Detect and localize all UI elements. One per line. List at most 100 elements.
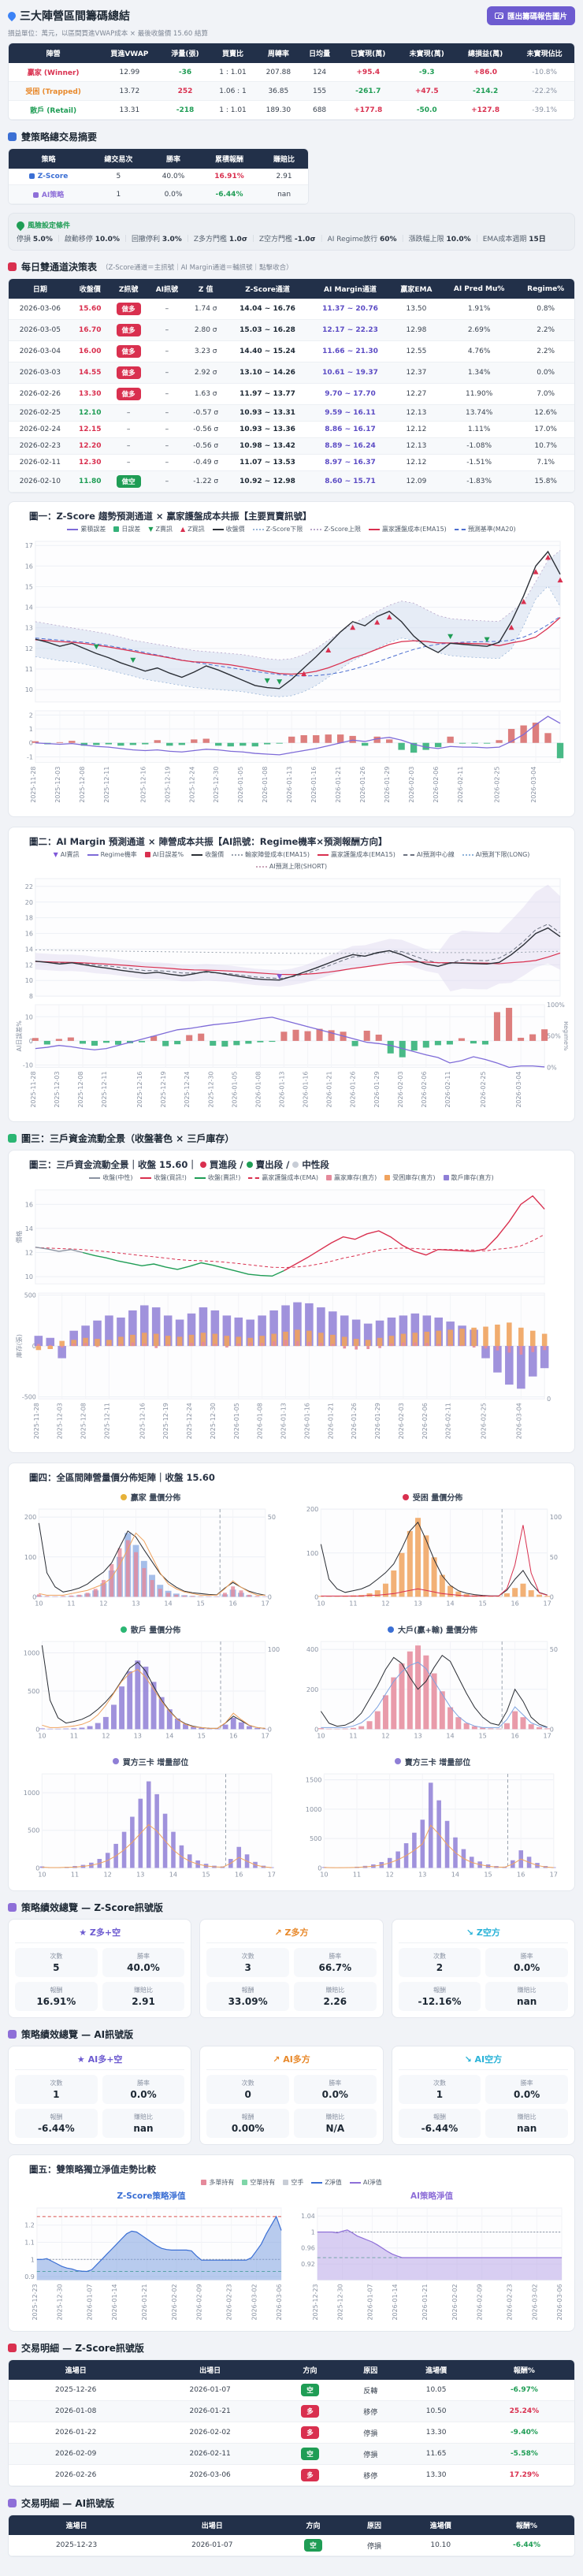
table-cell: 12.30 (71, 454, 109, 471)
table-cell: 189.30 (256, 100, 301, 120)
svg-text:200: 200 (24, 1514, 36, 1522)
svg-text:13: 13 (134, 1732, 142, 1740)
svg-text:2026-01-26: 2026-01-26 (351, 1403, 358, 1439)
table-cell: 2026-01-07 (143, 2380, 277, 2402)
perf-card-title: ↘ Z空方 (398, 1926, 568, 1944)
svg-text:11: 11 (349, 1732, 357, 1740)
data-table: 日期 收盤價 Z訊號 AI訊號 Z 值 Z-Score通道 AI Margin通道 贏家EMA… (9, 279, 574, 493)
svg-text:10: 10 (25, 1273, 33, 1281)
export-report-button[interactable]: 匯出籌碼報告圖片 (486, 6, 575, 25)
table-row[interactable]: 2026-02-25 12.10– – -0.57 σ 10.93 ~ 13.31 9.5… (9, 404, 574, 422)
section-note: （Z-Score通道＝主訊號｜AI Margin通道＝輔訊號｜點擊收合） (102, 263, 293, 272)
table-cell: 40.0% (148, 169, 199, 185)
column-header: 進場日 (9, 2360, 143, 2381)
svg-text:2026-01-08: 2026-01-08 (257, 1403, 264, 1439)
mini-chart-title: 受困 量價分佈 (297, 1491, 568, 1503)
svg-text:2026-02-23: 2026-02-23 (507, 2284, 514, 2321)
table-cell: 7.1% (517, 454, 574, 471)
fig4-title: 圖四：全區間陣營量價分佈矩陣｜收盤 15.60 (29, 1472, 215, 1484)
table-row: 散戶 (Retail) 13.31 -218 1 : 1.01 189.30 688 +17… (9, 100, 574, 120)
table-cell: 2.2% (517, 319, 574, 341)
svg-text:0: 0 (547, 1396, 551, 1403)
table-row[interactable]: 2026-03-06 15.60 做多 –1.74 σ 14.04 ~ 16.76 11.… (9, 299, 574, 320)
table-cell: 12.6% (517, 404, 574, 422)
legend-item: 空手 (283, 2178, 303, 2187)
table-row[interactable]: 2026-02-23 12.20– – -0.56 σ 10.98 ~ 13.42 8.8… (9, 437, 574, 455)
table-cell: 5 (88, 169, 149, 185)
camp-dot-icon (402, 1493, 409, 1500)
svg-text:16: 16 (229, 1732, 237, 1740)
svg-text:15: 15 (478, 1600, 486, 1608)
risk-item: Z空方門檻 -1.0σ (258, 236, 316, 243)
table-cell: -10.8% (514, 63, 574, 82)
column-header: Z-Score通道 (226, 279, 310, 299)
table-cell: 1.91% (440, 299, 518, 320)
svg-text:2026-02-06: 2026-02-06 (421, 1072, 428, 1108)
svg-text:0.92: 0.92 (301, 2261, 315, 2268)
table-cell: 14.40 ~ 15.24 (226, 340, 310, 362)
svg-text:0: 0 (35, 1725, 39, 1733)
stat-value: 0 (244, 2089, 251, 2101)
trend-icon (8, 2030, 17, 2039)
table-cell: 13.30 (398, 2464, 474, 2487)
table-cell: 空 (277, 2380, 343, 2402)
svg-text:11: 11 (353, 1870, 361, 1878)
table-row[interactable]: 2026-03-03 14.55 做多 –2.92 σ 13.10 ~ 14.26 10.… (9, 362, 574, 384)
table-cell: -9.3 (397, 63, 456, 82)
clipboard-icon (8, 262, 17, 271)
zscore-equity-chart: 1.2 1.1 1 0.9 2025-12-23 2025-12-30 2026-01-07… (15, 2203, 288, 2323)
svg-text:2026-01-13: 2026-01-13 (280, 1403, 288, 1439)
table-cell: 2.91 (260, 169, 308, 185)
table-cell: 2026-03-05 (9, 319, 72, 341)
table-row[interactable]: 2026-03-04 16.00 做多 –3.23 σ 14.40 ~ 15.24 11.… (9, 340, 574, 362)
svg-text:13: 13 (418, 1870, 426, 1878)
legend-item: 贏家護盤成本(EMA15) (368, 525, 447, 533)
mini-chart: 1000 500 0 100 0 10 11 12 13 14 15 16 17 (15, 1637, 286, 1745)
table-cell: 2026-02-11 (143, 2443, 277, 2466)
perf-card-title: ↗ Z多方 (206, 1926, 377, 1944)
svg-text:14: 14 (451, 1870, 459, 1878)
table-cell: 2026-01-21 (143, 2400, 277, 2423)
chart-svg: 10 11 12 13 14 15 16 17 (25, 541, 563, 703)
svg-text:12: 12 (104, 1870, 112, 1878)
table-row: AI策略 1 0.0% -6.44% nan (9, 184, 308, 204)
table-cell: -50.0 (397, 100, 456, 120)
table-row[interactable]: 2026-02-11 12.30– – -0.49 σ 11.07 ~ 13.53 8.9… (9, 454, 574, 471)
neutral-dot-icon (292, 1162, 299, 1169)
ai-equity-chart: 1.04 1 0.96 0.92 2025-12-23 2025-12-30 2026-01… (295, 2203, 568, 2323)
table-row[interactable]: 2026-03-05 16.70 做多 –2.80 σ 15.03 ~ 16.28 12.… (9, 319, 574, 341)
table-cell: 空 (277, 2443, 343, 2466)
fig1-main-chart: 10 11 12 13 14 15 16 17 (15, 537, 568, 708)
stat-label: 勝率 (520, 2080, 533, 2087)
table-cell: -22.2% (514, 81, 574, 101)
svg-text:2026-01-21: 2026-01-21 (327, 1403, 334, 1439)
svg-text:10: 10 (25, 686, 33, 693)
svg-text:10: 10 (317, 1732, 325, 1740)
table-cell: 12.15 (71, 421, 109, 438)
stat-tile: 賺賠比 2.26 (293, 1982, 377, 2012)
table-row[interactable]: 2026-02-26 13.30 做多 –1.63 σ 11.97 ~ 13.77 9.7… (9, 383, 574, 405)
table-cell: – (108, 404, 149, 422)
section-title: 圖三：三戶資金流動全景（收盤著色 × 三戶庫存） (21, 1133, 235, 1145)
table-cell: AI策略 (9, 184, 89, 204)
fig5-right-title: AI策略淨值 (410, 2191, 454, 2202)
direction-badge: 空 (301, 2448, 319, 2461)
fig2-main-chart: 8 10 12 14 16 18 20 22 (15, 874, 568, 1002)
svg-text:17: 17 (268, 1870, 276, 1878)
svg-text:1000: 1000 (24, 1789, 40, 1797)
table-cell: 17.29% (473, 2464, 574, 2487)
table-cell: +47.5 (397, 81, 456, 101)
fig4-card: 圖四：全區間陣營量價分佈矩陣｜收盤 15.60 贏家 量價分佈 200 100 0 5… (8, 1463, 575, 1892)
camp-dot-icon (120, 1493, 127, 1500)
table-row[interactable]: 2026-02-10 11.80 做空 – -1.22 σ 10.92 ~ 12.98 8.… (9, 470, 574, 493)
table-cell: 15.60 (71, 299, 109, 320)
svg-text:2025-12-30: 2025-12-30 (210, 1403, 217, 1439)
svg-text:2026-01-05: 2026-01-05 (237, 766, 244, 802)
stat-value: nan (517, 2123, 537, 2135)
receipt-icon (8, 2344, 17, 2353)
svg-text:0: 0 (268, 1725, 272, 1733)
table-cell: 12.10 (71, 404, 109, 422)
svg-text:2026-01-21: 2026-01-21 (326, 1072, 333, 1108)
table-row[interactable]: 2026-02-24 12.15– – -0.56 σ 10.93 ~ 13.36 8.8… (9, 421, 574, 438)
fig1-card: 圖一：Z-Score 趨勢預測通道 × 贏家護盤成本共振【主要買賣訊號】 累積誤… (8, 501, 575, 818)
